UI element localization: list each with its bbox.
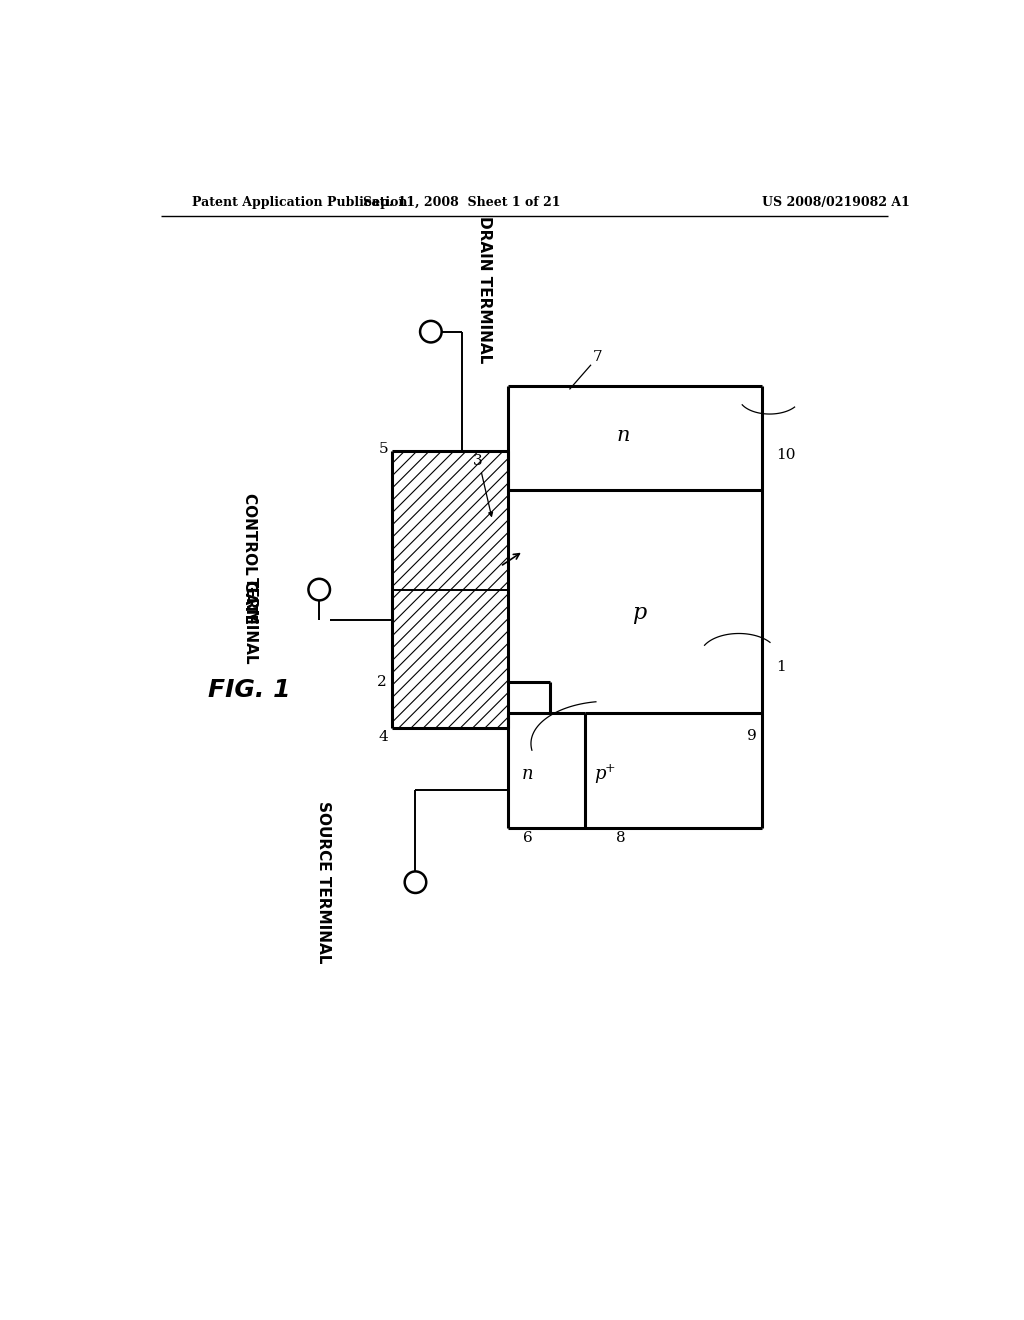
Text: US 2008/0219082 A1: US 2008/0219082 A1 <box>762 195 910 209</box>
Text: 1: 1 <box>776 660 785 673</box>
Text: n: n <box>616 426 630 445</box>
Text: 10: 10 <box>776 447 796 462</box>
Text: n: n <box>522 766 534 783</box>
Bar <box>392 451 508 729</box>
Text: +: + <box>605 762 615 775</box>
Text: FIG. 1: FIG. 1 <box>208 677 290 702</box>
Text: Patent Application Publication: Patent Application Publication <box>193 195 408 209</box>
Text: p: p <box>632 602 646 624</box>
Text: CONTROL GATE: CONTROL GATE <box>243 494 257 624</box>
Text: Sep. 11, 2008  Sheet 1 of 21: Sep. 11, 2008 Sheet 1 of 21 <box>362 195 560 209</box>
Text: 2: 2 <box>377 675 387 689</box>
Text: 9: 9 <box>746 729 757 743</box>
Text: 3: 3 <box>473 454 483 469</box>
Text: TERMINAL: TERMINAL <box>243 577 257 664</box>
Text: DRAIN TERMINAL: DRAIN TERMINAL <box>477 215 493 363</box>
Text: 4: 4 <box>379 730 388 744</box>
Text: 6: 6 <box>523 830 534 845</box>
Text: 8: 8 <box>615 830 626 845</box>
Text: 5: 5 <box>379 442 388 457</box>
Text: 7: 7 <box>593 350 602 364</box>
Text: SOURCE TERMINAL: SOURCE TERMINAL <box>315 801 331 964</box>
Text: p: p <box>595 766 606 783</box>
